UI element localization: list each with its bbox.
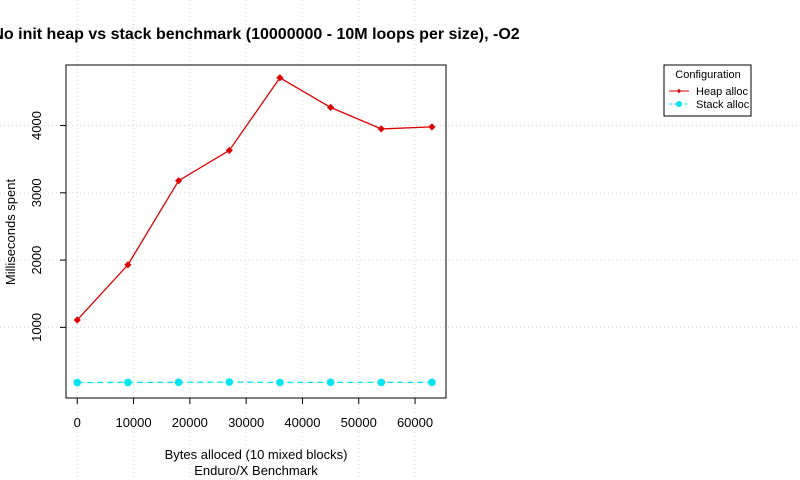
series-heap-alloc [73,74,436,324]
x-axis-label: Bytes alloced (10 mixed blocks) [165,447,348,462]
data-point [124,261,132,269]
legend-label: Heap alloc [696,86,748,98]
data-point [326,103,335,111]
x-tick-label: 0 [74,415,81,430]
data-point [225,378,234,386]
data-point [326,378,335,387]
x-axis-sublabel: Enduro/X Benchmark [194,463,318,478]
data-point [377,125,385,133]
data-point [73,378,82,387]
data-point [428,123,436,131]
data-point [174,378,183,387]
legend-title: Configuration [675,69,740,81]
y-tick-label: 1000 [29,313,44,342]
legend-marker [676,88,682,94]
data-point [73,316,81,324]
series-group [73,74,436,387]
data-point [377,378,386,387]
x-tick-label: 20000 [172,415,208,430]
legend-marker [676,101,682,107]
x-tick-label: 40000 [284,415,320,430]
data-point [124,378,132,387]
data-point [276,378,284,387]
y-axis-label: Milliseconds spent [3,179,18,286]
x-tick-label: 50000 [341,415,377,430]
x-tick-label: 30000 [228,415,264,430]
chart-title: No init heap vs stack benchmark (1000000… [0,26,520,43]
legend-label: Stack alloc [696,99,750,111]
y-tick-label: 2000 [29,246,44,275]
x-tick-label: 10000 [115,415,151,430]
x-tick-label: 60000 [397,415,433,430]
y-tick-label: 3000 [29,178,44,207]
data-point [174,177,183,185]
data-point [428,378,436,387]
y-tick-label: 4000 [29,111,44,140]
series-stack-alloc [73,378,436,387]
series-line [76,76,432,321]
data-point [276,74,284,82]
axes: 0 10000 20000 30000 40000 50000 60000 1000 2000 3… [29,111,433,430]
plot-frame [65,64,447,399]
data-point [225,146,233,155]
